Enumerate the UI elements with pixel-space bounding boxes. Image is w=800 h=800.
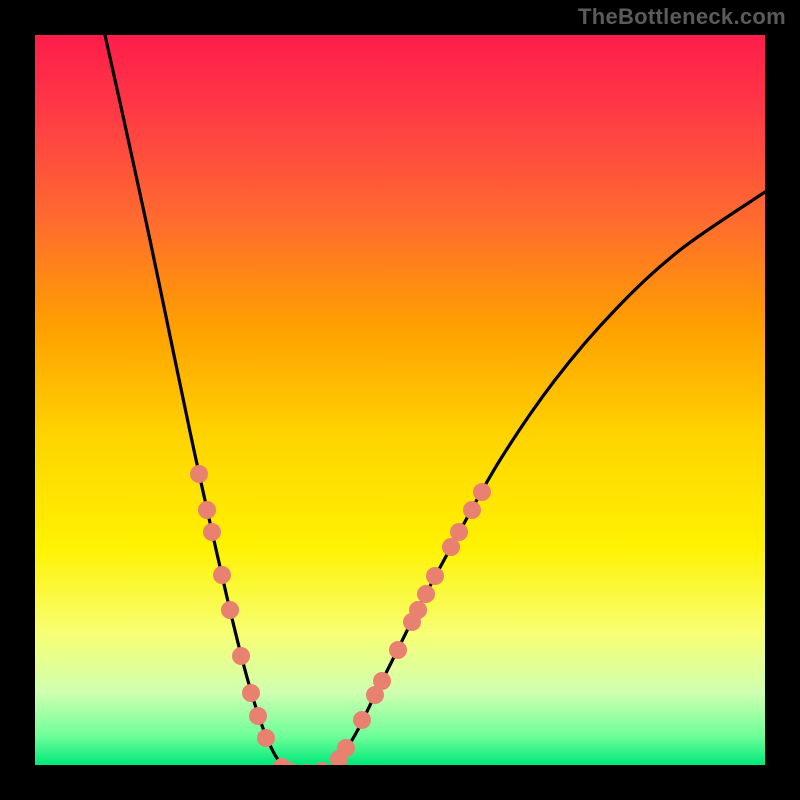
curve-marker — [232, 647, 250, 665]
watermark-text: TheBottleneck.com — [578, 4, 786, 30]
bottleneck-curve-chart — [0, 0, 800, 800]
curve-marker — [203, 523, 221, 541]
curve-marker — [337, 739, 355, 757]
curve-marker — [417, 585, 435, 603]
curve-marker — [221, 601, 239, 619]
curve-marker — [313, 762, 331, 780]
curve-marker — [213, 566, 231, 584]
curve-marker — [373, 672, 391, 690]
chart-stage: TheBottleneck.com — [0, 0, 800, 800]
curve-marker — [473, 483, 491, 501]
curve-marker — [257, 729, 275, 747]
curve-marker — [249, 707, 267, 725]
curve-marker — [409, 601, 427, 619]
curve-marker — [242, 684, 260, 702]
curve-marker — [353, 711, 371, 729]
curve-marker — [450, 523, 468, 541]
curve-marker — [198, 501, 216, 519]
curve-marker — [298, 764, 316, 782]
curve-marker — [389, 641, 407, 659]
curve-marker — [463, 501, 481, 519]
curve-marker — [190, 465, 208, 483]
curve-marker — [283, 763, 301, 781]
curve-marker — [273, 758, 291, 776]
curve-marker — [426, 567, 444, 585]
